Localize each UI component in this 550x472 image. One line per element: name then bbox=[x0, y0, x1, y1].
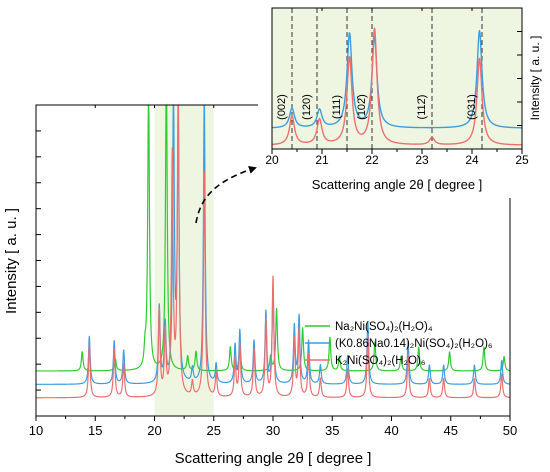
inset-y-axis-label: Intensity [ a. u. ] bbox=[528, 36, 542, 121]
inset-series-group bbox=[271, 27, 523, 146]
x-tick-label-7: 45 bbox=[444, 423, 458, 438]
series-line-0 bbox=[271, 29, 523, 129]
legend-label-0: Na₂Ni(SO₄)₂(H₂O)₄ bbox=[335, 321, 433, 333]
zoom-arrow bbox=[195, 166, 257, 224]
main-y-axis-label: Intensity [ a. u. ] bbox=[3, 208, 20, 314]
x-tick-label-1: 21 bbox=[315, 153, 329, 167]
inset-peak-labels: (002) (120) (111) (102̄) (112̄) (031) bbox=[276, 94, 478, 120]
peak-label-3: (102̄) bbox=[356, 94, 368, 120]
x-tick-label-2: 22 bbox=[365, 153, 379, 167]
inset-y-ticks bbox=[517, 7, 522, 150]
main-chart: 10 15 20 25 30 35 40 45 50 Scattering angle 2θ [… bbox=[3, 104, 517, 467]
peak-label-1: (120) bbox=[301, 94, 313, 120]
inset-x-axis-label: Scattering angle 2θ [ degree ] bbox=[312, 177, 483, 192]
main-x-ticks: 10 15 20 25 30 35 40 45 50 bbox=[29, 105, 517, 438]
x-tick-label-4: 24 bbox=[465, 153, 479, 167]
series-line-2 bbox=[35, 104, 511, 399]
peak-label-0: (002) bbox=[276, 94, 288, 120]
main-series-group bbox=[35, 104, 511, 399]
inset-chart: (002) (120) (111) (102̄) (112̄) (031) 20 21 22 2… bbox=[258, 2, 549, 198]
x-tick-label-4: 30 bbox=[266, 423, 280, 438]
inset-x-ticks: 20 21 22 23 24 25 bbox=[265, 8, 529, 167]
x-tick-label-8: 50 bbox=[503, 423, 517, 438]
series-line-1 bbox=[271, 27, 523, 146]
x-tick-label-6: 40 bbox=[384, 423, 398, 438]
peak-label-2: (111) bbox=[331, 95, 343, 119]
main-y-ticks bbox=[36, 104, 41, 417]
x-tick-label-0: 20 bbox=[265, 153, 279, 167]
peak-label-5: (031) bbox=[466, 94, 478, 120]
inset-plot-background bbox=[272, 8, 522, 149]
legend-label-1: (K0.86Na0.14)₂Ni(SO₄)₂(H₂O)₆ bbox=[335, 338, 493, 350]
legend: Na₂Ni(SO₄)₂(H₂O)₄ (K0.86Na0.14)₂Ni(SO₄)₂(… bbox=[305, 321, 493, 367]
x-tick-label-5: 25 bbox=[515, 153, 529, 167]
x-tick-label-5: 35 bbox=[325, 423, 339, 438]
x-tick-label-2: 20 bbox=[147, 423, 161, 438]
peak-label-4: (112̄) bbox=[416, 95, 428, 120]
x-tick-label-1: 15 bbox=[88, 423, 102, 438]
legend-label-2: K₂Ni(SO₄)₂(H₂O)₆ bbox=[335, 355, 426, 367]
main-x-axis-label: Scattering angle 2θ [ degree ] bbox=[175, 450, 372, 467]
x-tick-label-3: 23 bbox=[415, 153, 429, 167]
x-tick-label-3: 25 bbox=[207, 423, 221, 438]
x-tick-label-0: 10 bbox=[29, 423, 43, 438]
